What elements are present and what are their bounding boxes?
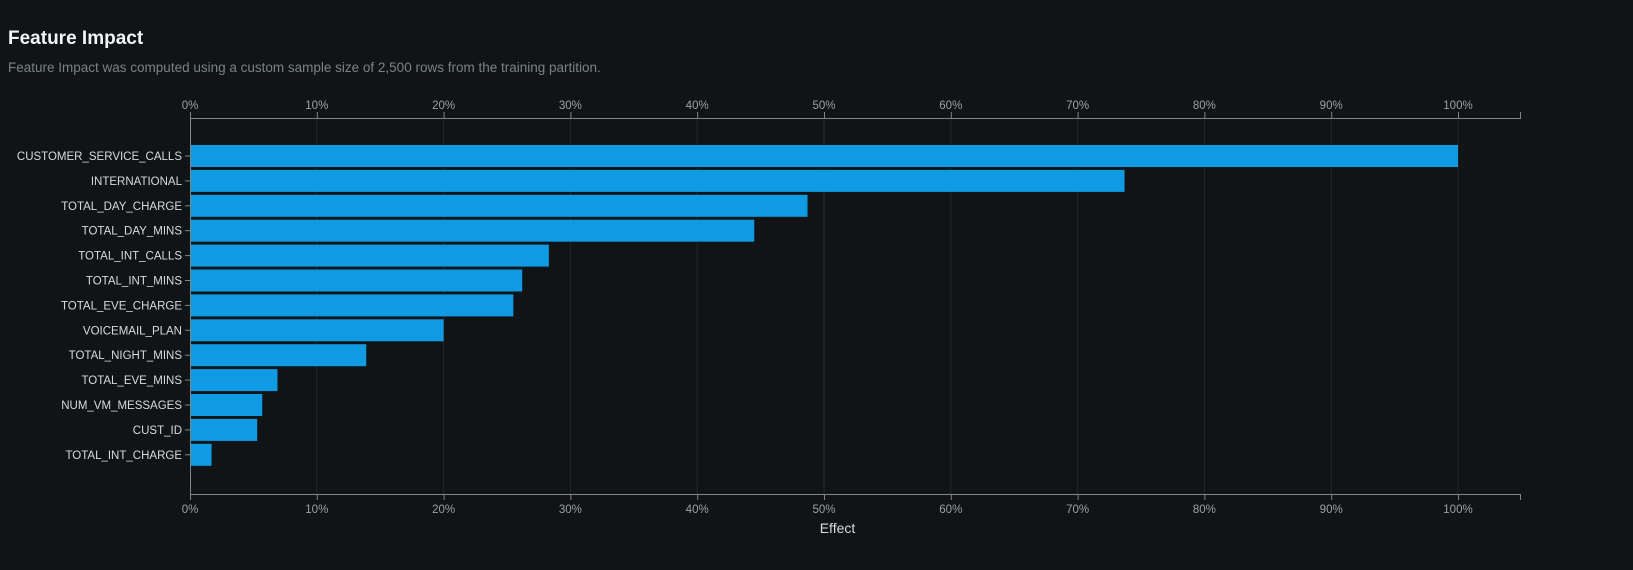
bottom-tick-label: 0% bbox=[182, 504, 199, 516]
bottom-tick-label: 50% bbox=[812, 504, 835, 516]
bar[interactable] bbox=[191, 145, 1458, 167]
category-label: TOTAL_INT_CHARGE bbox=[65, 450, 182, 462]
top-tick-label: 0% bbox=[182, 100, 199, 112]
category-label: CUST_ID bbox=[133, 425, 182, 437]
bottom-tick-label: 80% bbox=[1193, 504, 1216, 516]
category-labels: CUSTOMER_SERVICE_CALLS INTERNATIONAL TOTAL… bbox=[17, 151, 183, 462]
bottom-tick-label: 70% bbox=[1066, 504, 1089, 516]
top-tick-label: 70% bbox=[1066, 100, 1089, 112]
bottom-tick-label: 60% bbox=[939, 504, 962, 516]
bar[interactable] bbox=[191, 394, 263, 416]
top-tick-label: 90% bbox=[1320, 100, 1343, 112]
category-label: TOTAL_EVE_CHARGE bbox=[61, 300, 182, 312]
bar[interactable] bbox=[191, 369, 278, 392]
bars bbox=[191, 145, 1458, 466]
bar[interactable] bbox=[191, 169, 1125, 192]
bar[interactable] bbox=[191, 418, 258, 441]
axes: 0% 0% 10% 10% 20% 20% 30% 30% 40% 40% 50% 50% 60% 60%… bbox=[182, 100, 1521, 516]
bar[interactable] bbox=[191, 443, 212, 466]
top-tick-label: 40% bbox=[686, 100, 709, 112]
category-label: VOICEMAIL_PLAN bbox=[83, 325, 182, 337]
category-label: TOTAL_DAY_CHARGE bbox=[61, 201, 182, 213]
bar[interactable] bbox=[191, 194, 808, 217]
bar[interactable] bbox=[191, 269, 523, 292]
bar[interactable] bbox=[191, 344, 367, 367]
page-title: Feature Impact bbox=[8, 28, 144, 49]
bottom-tick-label: 30% bbox=[559, 504, 582, 516]
bottom-tick-label: 90% bbox=[1320, 504, 1343, 516]
category-label: NUM_VM_MESSAGES bbox=[61, 400, 182, 412]
bar[interactable] bbox=[191, 219, 755, 242]
bottom-tick-label: 20% bbox=[432, 504, 455, 516]
top-tick-label: 80% bbox=[1193, 100, 1216, 112]
bar[interactable] bbox=[191, 294, 514, 317]
category-label: TOTAL_INT_MINS bbox=[86, 276, 182, 288]
category-label: CUSTOMER_SERVICE_CALLS bbox=[17, 151, 182, 163]
bottom-tick-label: 10% bbox=[305, 504, 328, 516]
category-label: INTERNATIONAL bbox=[91, 176, 183, 188]
category-label: TOTAL_EVE_MINS bbox=[81, 375, 182, 387]
category-label: TOTAL_NIGHT_MINS bbox=[69, 350, 183, 362]
top-tick-label: 60% bbox=[939, 100, 962, 112]
bar[interactable] bbox=[191, 319, 444, 342]
page-subtitle: Feature Impact was computed using a cust… bbox=[8, 60, 601, 75]
top-tick-label: 30% bbox=[559, 100, 582, 112]
bottom-tick-label: 100% bbox=[1443, 504, 1472, 516]
top-tick-label: 50% bbox=[812, 100, 835, 112]
bottom-tick-label: 40% bbox=[686, 504, 709, 516]
x-axis-title: Effect bbox=[820, 520, 856, 536]
top-tick-label: 20% bbox=[432, 100, 455, 112]
category-label: TOTAL_DAY_MINS bbox=[82, 226, 183, 238]
category-label: TOTAL_INT_CALLS bbox=[78, 251, 182, 263]
top-tick-label: 100% bbox=[1443, 100, 1472, 112]
top-tick-label: 10% bbox=[305, 100, 328, 112]
bar[interactable] bbox=[191, 244, 549, 267]
